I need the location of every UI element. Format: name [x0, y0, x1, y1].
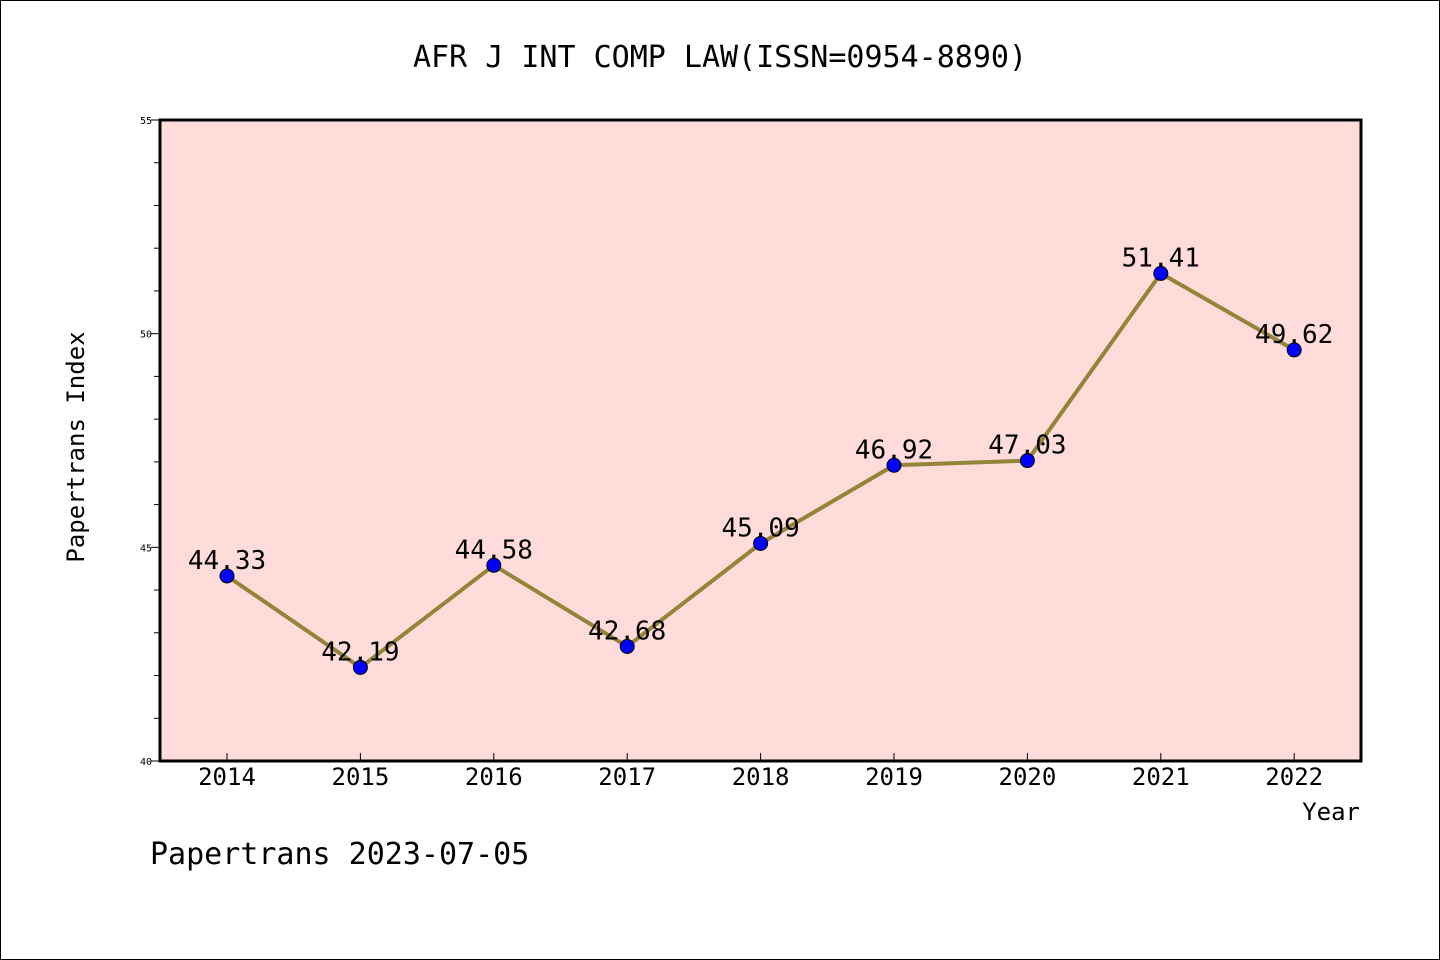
x-tick-label: 2015	[332, 763, 390, 791]
data-labels: 44.33 42.19 44.58 42.68 45.09 46.92 47.03 51.41…	[188, 243, 1333, 667]
y-tick-label: 40	[140, 757, 152, 768]
footer-date: Papertrans 2023-07-05	[150, 837, 529, 872]
data-label: 47.03	[988, 431, 1066, 461]
series-markers	[219, 265, 1302, 675]
x-tick-label: 2018	[732, 763, 790, 791]
x-tick-label: 2021	[1132, 763, 1190, 791]
data-label: 42.68	[588, 616, 666, 646]
data-point-marker	[219, 568, 235, 584]
y-axis-label: Papertrans Index	[62, 331, 90, 562]
y-tick-label: 50	[140, 330, 152, 341]
x-tick-label: 2020	[999, 763, 1057, 791]
data-point-marker	[1019, 453, 1035, 469]
data-point-marker	[1286, 342, 1302, 358]
x-axis: 2014 2015 2016 2017 2018 2019 2020 2021 2022	[198, 753, 1323, 791]
y-tick-label: 55	[140, 116, 152, 127]
data-point-marker	[886, 457, 902, 473]
data-label: 44.33	[188, 546, 266, 576]
data-point-marker	[619, 638, 635, 654]
data-label: 46.92	[855, 435, 933, 465]
data-label: 51.41	[1122, 243, 1200, 273]
x-tick-label: 2022	[1265, 763, 1323, 791]
data-point-marker	[352, 659, 368, 675]
data-point-marker	[486, 557, 502, 573]
data-point-marker	[753, 535, 769, 551]
x-tick-label: 2014	[198, 763, 256, 791]
y-tick-label: 45	[140, 543, 152, 554]
data-point-marker	[1153, 265, 1169, 281]
x-tick-label: 2019	[865, 763, 923, 791]
data-label: 49.62	[1255, 320, 1333, 350]
x-axis-label: Year	[1302, 798, 1360, 826]
plot-area	[158, 118, 1363, 763]
data-label: 45.09	[721, 513, 799, 543]
chart-title: AFR J INT COMP LAW(ISSN=0954-8890)	[413, 40, 1027, 75]
x-tick-label: 2017	[598, 763, 656, 791]
data-label: 44.58	[455, 535, 533, 565]
x-tick-label: 2016	[465, 763, 523, 791]
y-axis: 40 45 50 55	[140, 116, 160, 768]
data-label: 42.19	[321, 637, 399, 667]
